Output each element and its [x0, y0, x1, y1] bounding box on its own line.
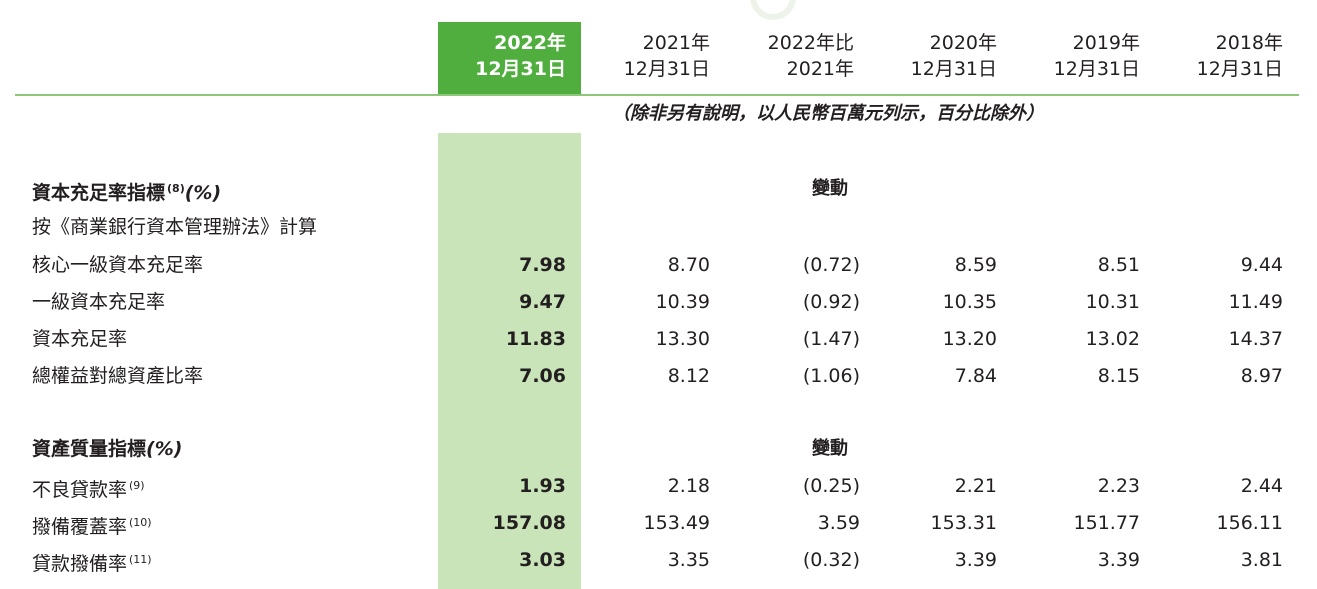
value-change: (0.25): [802, 475, 860, 497]
row-label: 一級資本充足率: [32, 291, 166, 313]
value-2021: 3.35: [667, 549, 710, 571]
value-2022: 7.06: [519, 365, 566, 387]
table-row: 一級資本充足率 9.47 10.39 (0.92) 10.35 10.31 11…: [0, 285, 1317, 319]
section-heading-capital: 資本充足率指標 (8)(%) 變動: [0, 172, 1317, 206]
value-2019: 10.31: [1085, 291, 1140, 313]
column-header-year: 2018年: [1215, 32, 1283, 54]
column-header-year: 2021年: [642, 32, 710, 54]
value-2021: 8.70: [667, 254, 710, 276]
change-label: 變動: [812, 438, 848, 459]
column-header-year: 2022年: [494, 32, 566, 54]
value-2022: 1.93: [519, 475, 566, 497]
value-change: 3.59: [817, 512, 860, 534]
value-2018: 11.49: [1228, 291, 1283, 313]
table-row: 資本充足率 11.83 13.30 (1.47) 13.20 13.02 14.…: [0, 322, 1317, 356]
value-2021: 153.49: [643, 512, 710, 534]
value-2019: 8.51: [1097, 254, 1140, 276]
column-header-2018: 2018年 12月31日: [1140, 30, 1283, 86]
value-2021: 10.39: [655, 291, 710, 313]
header-divider: [15, 94, 1299, 96]
value-2019: 2.23: [1097, 475, 1140, 497]
column-header-year: 2020年: [929, 32, 997, 54]
footnote-marker: (11): [129, 553, 152, 566]
table-row: 貸款撥備率 (11) 3.03 3.35 (0.32) 3.39 3.39 3.8…: [0, 543, 1317, 577]
subheading-row: 按《商業銀行資本管理辦法》計算: [0, 210, 1317, 244]
footnote-marker: (9): [129, 479, 145, 492]
value-2020: 10.35: [942, 291, 997, 313]
unit-note: （除非另有說明，以人民幣百萬元列示，百分比除外）: [612, 103, 1044, 124]
value-2022: 3.03: [519, 549, 566, 571]
value-2018: 14.37: [1228, 328, 1283, 350]
column-header-change: 2022年比 2021年: [720, 30, 854, 86]
gear-decoration-icon: [750, 0, 796, 20]
column-header-date: 12月31日: [1053, 58, 1140, 80]
value-2019: 8.15: [1097, 365, 1140, 387]
column-header-2020: 2020年 12月31日: [860, 30, 997, 86]
value-2020: 2.21: [954, 475, 997, 497]
row-label: 不良貸款率 (9): [32, 479, 145, 501]
value-2020: 3.39: [954, 549, 997, 571]
value-2022: 157.08: [492, 512, 566, 534]
value-2021: 2.18: [667, 475, 710, 497]
footnote-marker: (10): [129, 516, 152, 529]
value-2018: 2.44: [1240, 475, 1283, 497]
column-header-date: 2021年: [786, 58, 854, 80]
column-header-date: 12月31日: [1196, 58, 1283, 80]
table-row: 核心一級資本充足率 7.98 8.70 (0.72) 8.59 8.51 9.4…: [0, 248, 1317, 282]
column-header-year: 2022年比: [767, 32, 854, 54]
subheading-label: 按《商業銀行資本管理辦法》計算: [32, 216, 318, 238]
section-title: 資產質量指標(%): [32, 438, 183, 460]
value-change: (1.06): [802, 365, 860, 387]
column-header-date: 12月31日: [623, 58, 710, 80]
value-2021: 13.30: [655, 328, 710, 350]
value-2020: 8.59: [954, 254, 997, 276]
value-2019: 3.39: [1097, 549, 1140, 571]
value-2020: 13.20: [942, 328, 997, 350]
table-row: 撥備覆蓋率 (10) 157.08 153.49 3.59 153.31 151.…: [0, 506, 1317, 540]
value-2019: 151.77: [1073, 512, 1140, 534]
row-label: 總權益對總資產比率: [32, 365, 204, 387]
value-2021: 8.12: [667, 365, 710, 387]
current-year-header-highlight: [438, 22, 581, 95]
value-2018: 3.81: [1240, 549, 1283, 571]
value-change: (1.47): [802, 328, 860, 350]
row-label: 撥備覆蓋率 (10): [32, 516, 152, 538]
column-header-date: 12月31日: [475, 58, 566, 80]
value-change: (0.92): [802, 291, 860, 313]
row-label: 貸款撥備率 (11): [32, 553, 152, 575]
row-label: 資本充足率: [32, 328, 128, 350]
section-heading-quality: 資產質量指標(%) 變動: [0, 432, 1317, 466]
value-2019: 13.02: [1085, 328, 1140, 350]
value-2022: 7.98: [519, 254, 566, 276]
value-2018: 156.11: [1216, 512, 1283, 534]
column-header-2022: 2022年 12月31日: [440, 30, 566, 86]
value-2018: 9.44: [1240, 254, 1283, 276]
row-label: 核心一級資本充足率: [32, 254, 204, 276]
section-title: 資本充足率指標 (8)(%): [32, 182, 222, 204]
value-2022: 9.47: [519, 291, 566, 313]
value-change: (0.72): [802, 254, 860, 276]
value-2018: 8.97: [1240, 365, 1283, 387]
column-header-2021: 2021年 12月31日: [580, 30, 710, 86]
table-row: 不良貸款率 (9) 1.93 2.18 (0.25) 2.21 2.23 2.44: [0, 469, 1317, 503]
value-2020: 153.31: [930, 512, 997, 534]
value-2022: 11.83: [505, 328, 566, 350]
column-header-2019: 2019年 12月31日: [1000, 30, 1140, 86]
current-year-column-highlight: [438, 133, 581, 589]
column-header-date: 12月31日: [910, 58, 997, 80]
column-header-year: 2019年: [1072, 32, 1140, 54]
value-2020: 7.84: [954, 365, 997, 387]
change-label: 變動: [812, 178, 848, 199]
value-change: (0.32): [802, 549, 860, 571]
table-row: 總權益對總資產比率 7.06 8.12 (1.06) 7.84 8.15 8.9…: [0, 359, 1317, 393]
